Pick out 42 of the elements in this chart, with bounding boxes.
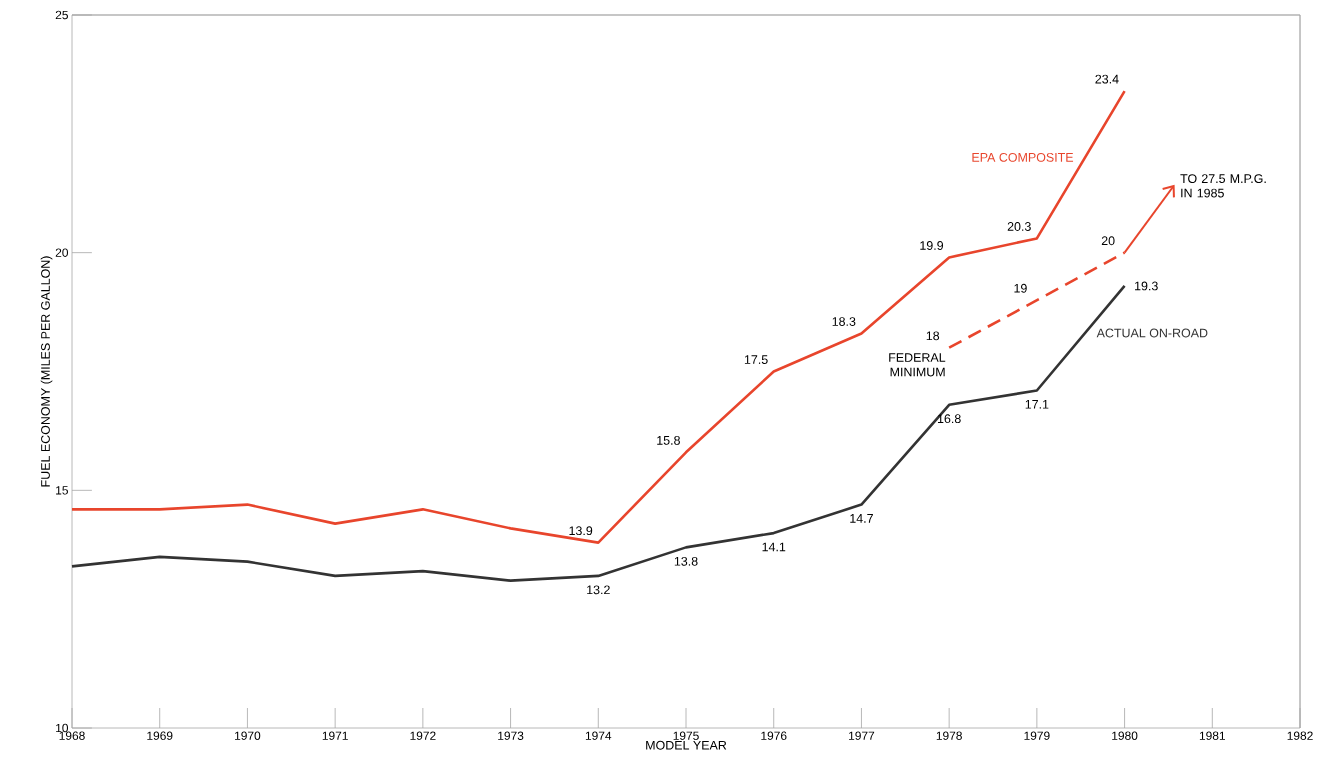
x-tick-label: 1972 <box>410 731 436 740</box>
y-tick-label: 15 <box>56 486 68 495</box>
data-label: 17.5 <box>744 355 768 364</box>
x-tick-label: 1975 <box>673 731 699 740</box>
data-label: 16.8 <box>937 414 961 424</box>
series-label: FEDERAL MINIMUM <box>889 353 946 377</box>
data-label: 23.4 <box>1095 74 1119 84</box>
series-label: EPA COMPOSITE <box>972 152 1074 162</box>
y-axis-title: FUEL ECONOMY (MILES PER GALLON) <box>40 256 53 487</box>
x-axis-title: MODEL YEAR <box>646 740 727 750</box>
series-label: ACTUAL ON-ROAD <box>1096 328 1208 338</box>
annotation: TO 27.5 M.P.G. IN 1985 <box>1180 174 1266 198</box>
x-tick-label: 1969 <box>147 731 173 740</box>
y-tick-label: 10 <box>56 723 69 733</box>
data-label: 19 <box>1014 283 1027 293</box>
x-tick-label: 1973 <box>498 731 524 740</box>
x-tick-label: 1976 <box>761 731 787 740</box>
x-tick-label: 1971 <box>322 731 348 740</box>
data-label: 18 <box>926 331 940 341</box>
data-label: 15.8 <box>657 435 680 445</box>
data-label: 17.1 <box>1025 400 1049 409</box>
data-label: 13.2 <box>587 585 610 595</box>
data-label: 13.8 <box>674 556 698 566</box>
x-tick-label: 1977 <box>849 731 875 740</box>
data-label: 19.3 <box>1135 281 1158 291</box>
x-tick-label: 1974 <box>585 731 612 740</box>
data-label: 19.9 <box>920 241 944 250</box>
data-label: 18.3 <box>832 317 856 326</box>
data-label: 13.9 <box>569 526 593 536</box>
x-tick-label: 1978 <box>936 731 962 740</box>
y-tick-label: 25 <box>55 10 68 20</box>
data-label: 14.1 <box>762 542 786 552</box>
x-tick-label: 1979 <box>1024 731 1050 740</box>
y-tick-label: 20 <box>55 248 69 257</box>
x-tick-label: 1981 <box>1199 731 1225 740</box>
x-tick-label: 1970 <box>235 731 261 740</box>
x-tick-label: 1980 <box>1112 731 1138 740</box>
x-tick-label: 1968 <box>59 731 85 740</box>
x-tick-label: 1982 <box>1287 731 1313 740</box>
data-label: 20 <box>1101 236 1115 246</box>
data-label: 14.7 <box>850 514 873 523</box>
data-label: 20.3 <box>1007 222 1031 231</box>
